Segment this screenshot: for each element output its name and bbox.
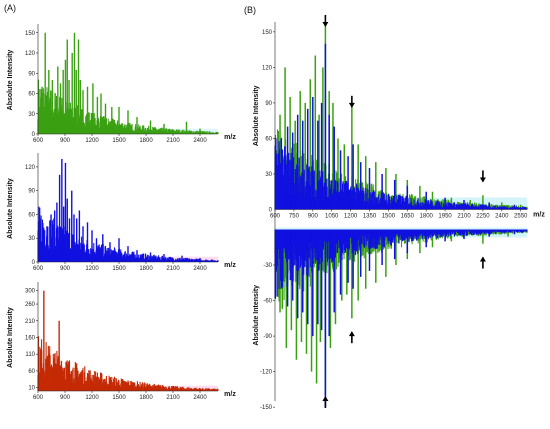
y-tick-label: 160 [25,336,36,342]
x-tick-label: 600 [33,395,44,401]
y-tick-label: 150 [25,31,36,37]
x-tick-label: 1800 [139,395,153,401]
arrow-down-icon [479,170,486,183]
x-tick-label: 900 [60,138,71,144]
chart-a-green: 0 30 60 90 120 150 600 900 1200 1500 1800 2100 2400 m… [7,24,236,144]
x-axis-title: m/z [224,134,236,141]
x-tick-label: 2550 [514,214,528,220]
y-tick-label: 0 [32,132,36,138]
y-tick-label: 30 [28,236,35,242]
noise-bars [37,336,219,391]
x-axis-title: m/z [533,212,545,219]
y-axis-title: Absolute Intensity [7,307,14,368]
x-tick-label: 2100 [166,395,180,401]
y-tick-label: 30 [265,172,272,178]
x-tick-label: 900 [60,395,71,401]
y-tick-label: 90 [28,189,35,195]
y-tick-label: 0 [32,260,36,266]
chart-a-blue: 0 30 60 90 120 600 900 1200 1500 1800 2100 2400 m/z A… [7,153,236,272]
y-tick-label: 10 [28,386,35,392]
y-tick-label: 60 [28,369,35,375]
y-axis-title: Absolute Intensity [7,178,14,239]
x-tick-label: 1200 [85,395,99,401]
series-top-1 [274,43,528,210]
y-tick-label: 90 [265,101,272,107]
x-axis-title: m/z [224,262,236,269]
y-axis-title-top: Absolute Intensity [253,85,260,146]
x-tick-label: 1500 [112,266,126,272]
arrow-up-icon [479,256,486,269]
x-tick-label: 1200 [344,214,358,220]
y-axis-title-bottom: Absolute Intensity [253,285,260,346]
x-tick-label: 2400 [193,266,207,272]
x-tick-label: 1200 [85,266,99,272]
x-tick-label: 1800 [139,138,153,144]
y-tick-label: 60 [28,92,35,98]
y-tick-label: -90 [263,334,272,340]
y-tick-label: 60 [265,136,272,142]
x-tick-label: 1500 [382,214,396,220]
series-bottom-3 [274,229,528,408]
x-tick-label: 1500 [112,395,126,401]
y-tick-label: 110 [25,352,35,358]
peak-bars [42,158,201,262]
x-tick-label: 600 [33,138,44,144]
y-tick-label: 90 [28,71,35,77]
y-tick-label: 0 [269,208,273,214]
x-tick-label: 1800 [139,266,153,272]
x-tick-label: 2400 [193,138,207,144]
x-tick-label: 600 [33,266,44,272]
y-tick-label: -30 [263,263,272,269]
x-tick-label: 900 [60,266,71,272]
x-tick-label: 900 [308,214,319,220]
x-tick-label: 1050 [325,214,339,220]
y-tick-label: 150 [262,30,273,36]
x-tick-label: 2100 [457,214,471,220]
x-tick-label: 1350 [363,214,377,220]
panel-b-label: (B) [244,5,256,15]
y-tick-label: -60 [263,299,272,305]
y-tick-label: 300 [25,289,36,295]
y-tick-label: 30 [28,112,35,118]
y-tick-label: 120 [25,165,36,171]
peak-bars [41,32,201,134]
x-tick-label: 2400 [495,214,509,220]
y-tick-label: 210 [25,319,36,325]
arrow-down-icon [322,15,329,27]
x-tick-label: 1650 [401,214,415,220]
y-tick-label: 260 [25,302,36,308]
y-tick-label: 120 [262,65,273,71]
x-tick-label: 2100 [166,266,180,272]
y-tick-label: -150 [260,405,273,411]
panel-a-label: (A) [4,3,16,13]
x-tick-label: 750 [289,214,300,220]
x-tick-label: 1200 [85,138,99,144]
arrow-down-icon [348,95,355,108]
x-axis-title: m/z [224,391,236,398]
arrow-up-icon [348,331,355,344]
x-tick-label: 1500 [112,138,126,144]
x-tick-label: 1950 [438,214,452,220]
x-tick-label: 1800 [420,214,434,220]
x-tick-label: 2400 [193,395,207,401]
x-tick-label: 2250 [476,214,490,220]
y-axis-title: Absolute Intensity [7,50,14,111]
peak-bars [40,290,201,391]
y-tick-label: 120 [25,51,36,57]
y-tick-label: -120 [260,370,273,376]
x-tick-label: 2100 [166,138,180,144]
chart-a-red: 10 60 110 160 210 260 300 600 900 1200 1500 1800 210… [7,282,236,401]
arrow-up-icon [322,396,329,408]
y-tick-label: 60 [28,212,35,218]
x-tick-label: 600 [270,214,281,220]
